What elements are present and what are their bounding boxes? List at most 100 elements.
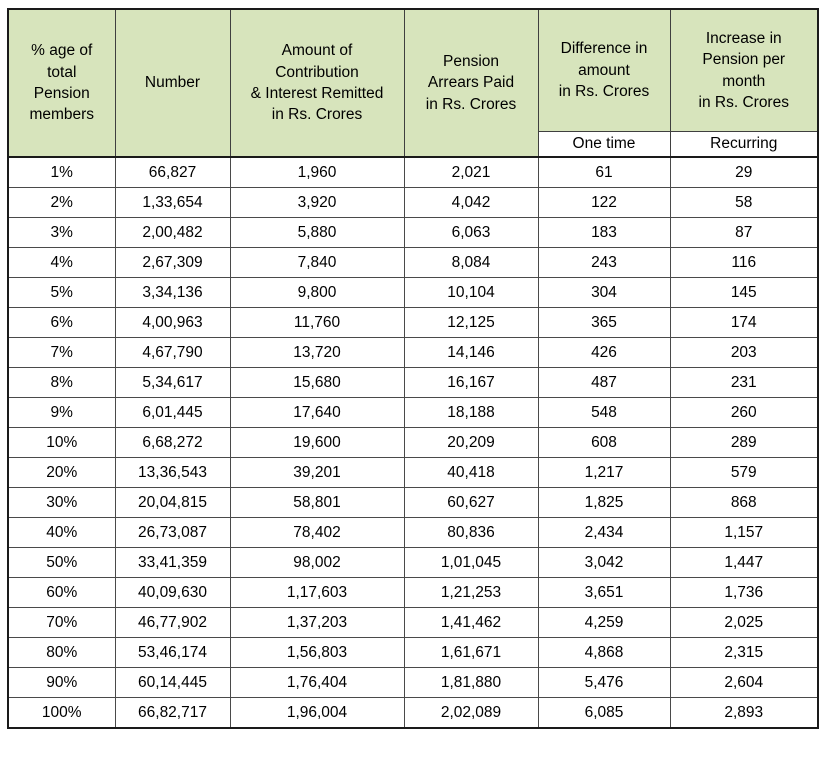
sub-header-one-time: One time — [537, 131, 671, 158]
table-cell: 183 — [537, 217, 671, 248]
table-cell: 40% — [7, 517, 116, 548]
table-cell: 4,259 — [537, 607, 671, 638]
table-cell: 2,02,089 — [403, 697, 539, 729]
table-cell: 174 — [669, 307, 819, 338]
table-cell: 1,56,803 — [229, 637, 405, 668]
table-cell: 66,82,717 — [114, 697, 231, 729]
table-cell: 1,825 — [537, 487, 671, 518]
table-row: 90% 60,14,445 1,76,404 1,81,880 5,476 2,604 — [7, 667, 819, 698]
table-cell: 13,36,543 — [114, 457, 231, 488]
col-header-contribution-interest-remitted: Amount of Contribution & Interest Remitt… — [229, 8, 405, 158]
table-cell: 1,33,654 — [114, 187, 231, 218]
table-cell: 2,67,309 — [114, 247, 231, 278]
table-cell: 426 — [537, 337, 671, 368]
col-header-difference-in-amount: Difference in amount in Rs. Crores — [537, 8, 671, 132]
table-cell: 4,042 — [403, 187, 539, 218]
table-cell: 3,920 — [229, 187, 405, 218]
table-cell: 3,042 — [537, 547, 671, 578]
table-row: 8% 5,34,617 15,680 16,167 487 231 — [7, 367, 819, 398]
table-cell: 243 — [537, 247, 671, 278]
table-cell: 6,085 — [537, 697, 671, 729]
table-cell: 1,736 — [669, 577, 819, 608]
table-cell: 8% — [7, 367, 116, 398]
table-cell: 9,800 — [229, 277, 405, 308]
table-cell: 4,00,963 — [114, 307, 231, 338]
table-row: 9% 6,01,445 17,640 18,188 548 260 — [7, 397, 819, 428]
header-row: % age of total Pension members Number Am… — [7, 8, 819, 158]
table-cell: 1,61,671 — [403, 637, 539, 668]
table-row: 10% 6,68,272 19,600 20,209 608 289 — [7, 427, 819, 458]
table-cell: 1,17,603 — [229, 577, 405, 608]
table-cell: 145 — [669, 277, 819, 308]
table-cell: 10% — [7, 427, 116, 458]
table-cell: 2,00,482 — [114, 217, 231, 248]
table-cell: 2,893 — [669, 697, 819, 729]
table-cell: 16,167 — [403, 367, 539, 398]
table-cell: 13,720 — [229, 337, 405, 368]
table-cell: 203 — [669, 337, 819, 368]
table-cell: 18,188 — [403, 397, 539, 428]
table-cell: 12,125 — [403, 307, 539, 338]
table-cell: 304 — [537, 277, 671, 308]
table-cell: 5,880 — [229, 217, 405, 248]
table-cell: 6,063 — [403, 217, 539, 248]
table-cell: 33,41,359 — [114, 547, 231, 578]
table-cell: 14,146 — [403, 337, 539, 368]
table-row: 2% 1,33,654 3,920 4,042 122 58 — [7, 187, 819, 218]
table-row: 6% 4,00,963 11,760 12,125 365 174 — [7, 307, 819, 338]
table-cell: 1,21,253 — [403, 577, 539, 608]
table-cell: 17,640 — [229, 397, 405, 428]
table-cell: 4,67,790 — [114, 337, 231, 368]
table-cell: 30% — [7, 487, 116, 518]
table-row: 3% 2,00,482 5,880 6,063 183 87 — [7, 217, 819, 248]
table-cell: 40,418 — [403, 457, 539, 488]
table-cell: 1,37,203 — [229, 607, 405, 638]
table-cell: 1,157 — [669, 517, 819, 548]
table-row: 50% 33,41,359 98,002 1,01,045 3,042 1,447 — [7, 547, 819, 578]
table-cell: 3% — [7, 217, 116, 248]
col-header-pension-arrears-paid: Pension Arrears Paid in Rs. Crores — [403, 8, 539, 158]
table-cell: 90% — [7, 667, 116, 698]
table-cell: 20,04,815 — [114, 487, 231, 518]
table-cell: 100% — [7, 697, 116, 729]
table-cell: 1,76,404 — [229, 667, 405, 698]
table-cell: 78,402 — [229, 517, 405, 548]
table-cell: 60,627 — [403, 487, 539, 518]
table-cell: 116 — [669, 247, 819, 278]
table-cell: 1,01,045 — [403, 547, 539, 578]
table-cell: 122 — [537, 187, 671, 218]
table-cell: 7,840 — [229, 247, 405, 278]
table-cell: 80,836 — [403, 517, 539, 548]
table-cell: 61 — [537, 156, 671, 188]
table-header: % age of total Pension members Number Am… — [7, 8, 819, 158]
table-cell: 365 — [537, 307, 671, 338]
table-cell: 50% — [7, 547, 116, 578]
table-cell: 40,09,630 — [114, 577, 231, 608]
table-cell: 1,447 — [669, 547, 819, 578]
col-header-number: Number — [114, 8, 231, 158]
table-cell: 11,760 — [229, 307, 405, 338]
table-cell: 231 — [669, 367, 819, 398]
table-row: 60% 40,09,630 1,17,603 1,21,253 3,651 1,736 — [7, 577, 819, 608]
table-body: 1% 66,827 1,960 2,021 61 29 2% 1,33,654 3,920 4,0… — [7, 156, 819, 729]
table-cell: 98,002 — [229, 547, 405, 578]
table-row: 80% 53,46,174 1,56,803 1,61,671 4,868 2,315 — [7, 637, 819, 668]
sub-header-recurring: Recurring — [669, 131, 819, 158]
table-cell: 4% — [7, 247, 116, 278]
table-cell: 60,14,445 — [114, 667, 231, 698]
table-cell: 6,01,445 — [114, 397, 231, 428]
table-row: 7% 4,67,790 13,720 14,146 426 203 — [7, 337, 819, 368]
table-cell: 1% — [7, 156, 116, 188]
table-cell: 487 — [537, 367, 671, 398]
table-cell: 2,025 — [669, 607, 819, 638]
pension-table: % age of total Pension members Number Am… — [7, 8, 819, 729]
table-cell: 26,73,087 — [114, 517, 231, 548]
table-row: 70% 46,77,902 1,37,203 1,41,462 4,259 2,025 — [7, 607, 819, 638]
table-cell: 70% — [7, 607, 116, 638]
table-cell: 260 — [669, 397, 819, 428]
table-cell: 1,81,880 — [403, 667, 539, 698]
table-cell: 87 — [669, 217, 819, 248]
table-row: 40% 26,73,087 78,402 80,836 2,434 1,157 — [7, 517, 819, 548]
table-cell: 46,77,902 — [114, 607, 231, 638]
